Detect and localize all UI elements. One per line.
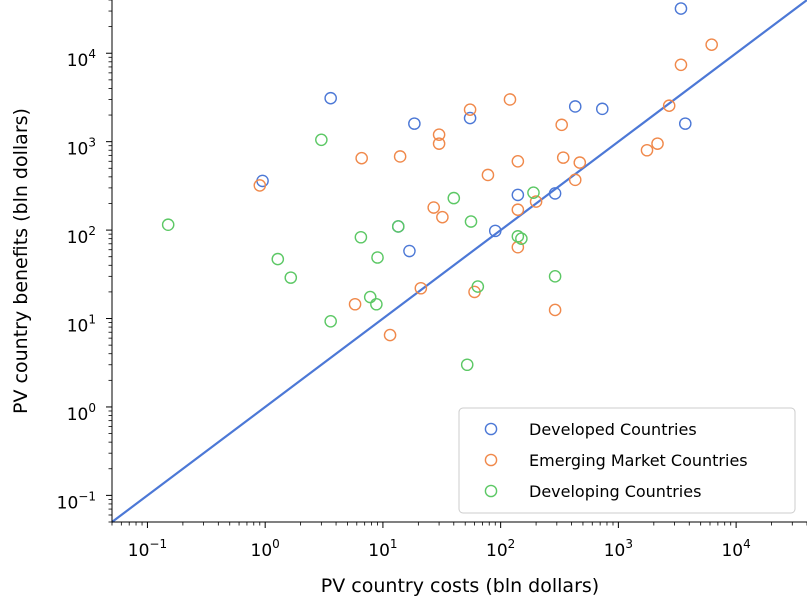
data-point [527, 186, 540, 199]
data-point [253, 179, 267, 192]
data-point [529, 195, 543, 208]
data-point [464, 215, 478, 228]
y-tick-label: 104 [67, 47, 96, 71]
data-point [595, 102, 609, 116]
data-point [427, 201, 441, 214]
data-point [511, 188, 525, 202]
data-point [548, 303, 562, 317]
data-point [651, 137, 664, 150]
data-point [161, 218, 175, 232]
data-point [640, 143, 654, 157]
data-point [705, 38, 718, 51]
data-point [678, 117, 692, 130]
legend-label: Developed Countries [529, 420, 697, 439]
data-point [447, 191, 461, 205]
data-point [348, 297, 362, 311]
data-point [324, 91, 337, 105]
y-axis-label: PV country benefits (bln dollars) [10, 108, 32, 414]
data-point [408, 117, 421, 130]
legend-marker [484, 422, 498, 436]
y-tick-label: 103 [67, 136, 96, 160]
data-point [383, 328, 397, 342]
data-point [371, 251, 384, 264]
x-tick-label: 104 [721, 537, 750, 561]
axes-layer: 10−1 100 101 102 103 104 10−1 100 101 102 103 104 [57, 0, 807, 561]
x-tick-label: 103 [604, 537, 633, 561]
data-point [556, 151, 570, 164]
data-points-layer [161, 2, 718, 372]
reference-line-layer [111, 0, 807, 523]
data-point [271, 252, 285, 266]
data-point [432, 137, 446, 150]
data-point [460, 358, 474, 372]
data-point [315, 133, 328, 147]
data-point [403, 244, 416, 258]
data-point [284, 271, 298, 284]
legend-box [458, 407, 796, 514]
legend-marker [484, 453, 498, 467]
legend-marker [484, 484, 498, 498]
data-point [511, 203, 525, 217]
x-axis-label: PV country costs (bln dollars) [321, 575, 599, 597]
data-point [414, 281, 428, 295]
data-point [436, 210, 449, 224]
legend-label: Developing Countries [529, 482, 701, 501]
data-point [662, 99, 676, 113]
legend: Developed Countries Emerging Market Count… [458, 407, 796, 514]
data-point [511, 230, 525, 243]
data-point [363, 290, 377, 304]
data-point [355, 151, 368, 165]
x-tick-label: 101 [368, 537, 397, 561]
data-point [393, 150, 407, 163]
y-tick-label: 101 [67, 313, 96, 337]
data-point [573, 156, 587, 169]
y-tick-label: 102 [67, 224, 96, 248]
data-point [391, 220, 405, 233]
data-point [354, 230, 368, 244]
x-tick-label: 10−1 [128, 537, 167, 561]
legend-label: Emerging Market Countries [529, 451, 748, 470]
x-tick-label: 102 [486, 537, 515, 561]
data-point [481, 168, 495, 182]
data-point [515, 232, 528, 245]
y-tick-label: 100 [67, 401, 96, 425]
data-point [471, 280, 485, 293]
x-tick-label: 100 [251, 537, 280, 561]
data-point [463, 111, 477, 125]
data-point [324, 315, 337, 328]
y-tick-label: 10−1 [57, 489, 96, 513]
data-point [555, 118, 568, 132]
reference-line-y-equals-x [111, 0, 807, 523]
data-point [488, 224, 502, 238]
data-point [511, 154, 525, 168]
data-point [463, 103, 477, 116]
data-point [674, 2, 688, 15]
data-point [548, 187, 562, 200]
data-point [548, 270, 562, 283]
data-point [568, 100, 582, 113]
data-point [674, 58, 688, 72]
data-point [568, 173, 582, 187]
data-point [432, 128, 446, 141]
data-point [503, 93, 517, 106]
data-point [370, 297, 383, 311]
